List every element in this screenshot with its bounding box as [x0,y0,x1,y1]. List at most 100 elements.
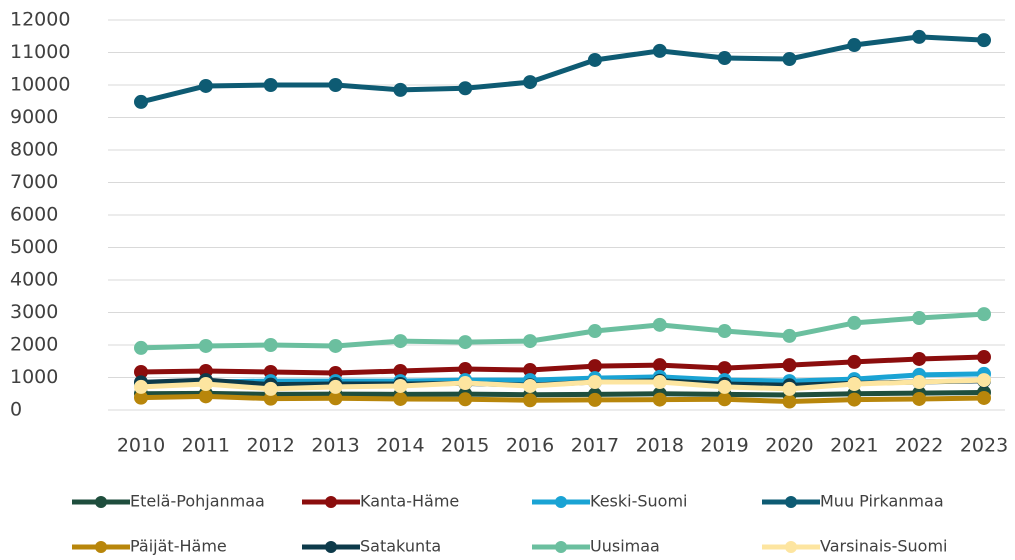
line [140,354,985,376]
line [140,311,985,351]
marker [847,38,862,53]
y-tick-label: 6000 [10,204,58,226]
x-tick-label: 2020 [765,435,813,457]
x-tick-label: 2011 [182,435,230,457]
legend-label: Varsinais-Suomi [820,537,947,556]
y-tick-label: 8000 [10,139,58,161]
marker [912,391,927,406]
marker [458,392,473,407]
marker [523,334,538,349]
marker [393,364,408,378]
legend-marker [555,496,567,508]
y-tick-label: 10000 [10,74,70,96]
legend-marker [95,496,107,508]
marker [328,338,343,353]
marker [847,315,862,330]
marker [912,29,927,44]
marker [458,362,473,377]
marker [652,392,667,407]
marker [198,377,213,391]
x-tick-label: 2014 [376,435,424,457]
x-tick-label: 2021 [830,435,878,457]
marker [458,81,473,96]
marker [912,311,927,326]
line [140,371,985,387]
legend-label: Etelä-Pohjanmaa [130,492,265,511]
x-tick-label: 2023 [960,435,1008,457]
y-tick-label: 2000 [10,334,58,356]
legend-label: Uusimaa [590,537,660,556]
marker [977,373,991,388]
marker [587,324,602,339]
y-tick-label: 5000 [10,236,58,258]
marker [134,340,148,355]
y-tick-label: 3000 [10,301,58,323]
marker [393,391,408,406]
x-tick-label: 2017 [571,435,619,457]
marker [134,379,148,394]
marker [134,364,148,379]
marker [393,334,408,349]
marker [977,390,991,405]
marker [198,78,213,93]
marker [782,328,797,343]
legend-marker [555,541,567,553]
y-tick-label: 12000 [10,9,70,31]
legend-marker [325,496,337,508]
marker [523,363,538,378]
marker [847,354,862,369]
legend-marker [785,541,797,553]
marker [977,307,991,322]
legend-label: Päijät-Häme [130,537,227,556]
marker [198,338,213,353]
x-tick-label: 2016 [506,435,554,457]
marker [977,33,991,48]
legend-label: Satakunta [360,537,441,556]
line [140,389,985,398]
marker [782,394,797,409]
marker [717,361,732,376]
marker [263,391,278,406]
marker [328,391,343,406]
x-tick-label: 2012 [247,435,295,457]
x-tick-label: 2015 [441,435,489,457]
line [140,377,985,392]
marker [652,358,667,373]
marker [523,393,538,408]
marker [782,381,797,396]
legend-label: Keski-Suomi [590,492,687,511]
marker [393,378,408,393]
marker [263,381,278,396]
legend-marker [325,541,337,553]
marker [782,52,797,66]
x-tick-label: 2010 [117,435,165,457]
marker [912,375,927,390]
marker [717,379,732,394]
marker [782,358,797,373]
marker [523,378,538,393]
marker [652,317,667,332]
marker [717,392,732,407]
x-tick-label: 2018 [636,435,684,457]
legend-label: Muu Pirkanmaa [820,492,944,511]
marker [587,52,602,67]
marker [134,390,148,405]
marker [458,335,473,350]
x-tick-label: 2022 [895,435,943,457]
marker [198,389,213,404]
marker [652,375,667,390]
marker [328,78,343,92]
marker [458,376,473,391]
marker [717,51,732,66]
legend-marker [95,541,107,553]
y-tick-label: 0 [10,399,22,421]
x-tick-label: 2019 [700,435,748,457]
marker [134,94,148,109]
marker [328,379,343,394]
marker [847,392,862,407]
line [140,34,985,105]
legend-label: Kanta-Häme [360,492,459,511]
marker [523,75,538,90]
marker [977,350,991,365]
